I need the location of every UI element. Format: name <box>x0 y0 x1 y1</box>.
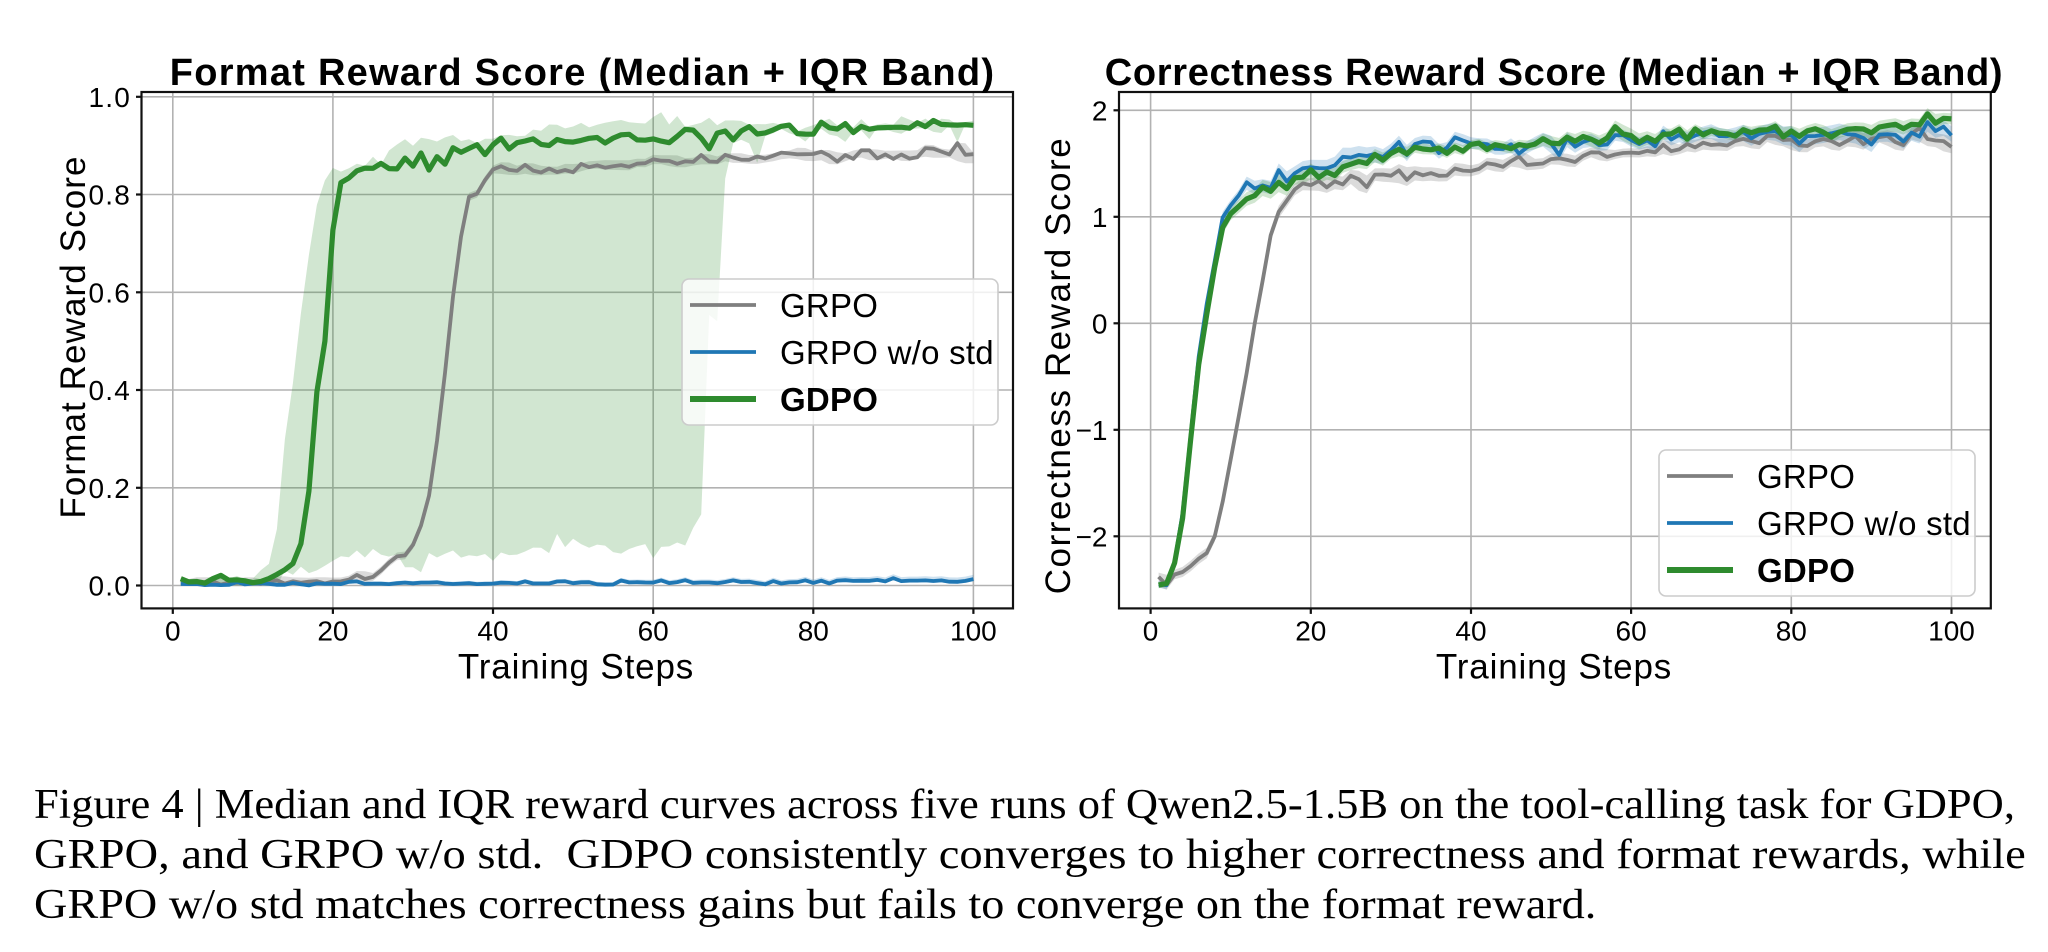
svg-text:100: 100 <box>1928 616 1975 647</box>
svg-text:−2: −2 <box>1076 522 1108 553</box>
svg-text:−1: −1 <box>1076 415 1108 446</box>
svg-text:0.0: 0.0 <box>88 571 131 602</box>
svg-text:40: 40 <box>1455 616 1486 647</box>
svg-text:Training Steps: Training Steps <box>1436 647 1672 686</box>
svg-text:GDPO: GDPO <box>780 381 878 418</box>
svg-text:60: 60 <box>638 616 669 647</box>
svg-text:1: 1 <box>1092 202 1108 233</box>
svg-text:GRPO: GRPO <box>780 287 878 324</box>
svg-text:Correctness Reward Score (Medi: Correctness Reward Score (Median + IQR B… <box>1105 52 2003 94</box>
svg-text:0: 0 <box>1092 309 1108 340</box>
svg-text:2: 2 <box>1092 96 1108 127</box>
svg-text:60: 60 <box>1616 616 1647 647</box>
svg-text:0: 0 <box>165 616 181 647</box>
svg-text:GDPO: GDPO <box>1757 552 1855 589</box>
svg-text:100: 100 <box>950 616 997 647</box>
svg-text:Format Reward Score (Median +: Format Reward Score (Median + IQR Band) <box>170 52 996 94</box>
svg-text:Correctness Reward Score: Correctness Reward Score <box>1039 137 1078 595</box>
svg-text:1.0: 1.0 <box>88 82 131 113</box>
svg-text:0.4: 0.4 <box>88 375 131 406</box>
svg-text:20: 20 <box>1295 616 1326 647</box>
svg-text:GRPO w/o std: GRPO w/o std <box>780 334 994 371</box>
svg-text:GRPO: GRPO <box>1757 458 1855 495</box>
svg-text:0.2: 0.2 <box>88 473 131 504</box>
svg-text:0: 0 <box>1143 616 1159 647</box>
svg-text:Training Steps: Training Steps <box>458 647 694 686</box>
svg-text:Format Reward Score: Format Reward Score <box>54 155 93 518</box>
svg-text:0.8: 0.8 <box>88 180 131 211</box>
svg-text:40: 40 <box>477 616 508 647</box>
svg-text:80: 80 <box>1776 616 1807 647</box>
svg-text:20: 20 <box>317 616 348 647</box>
svg-text:GRPO w/o std: GRPO w/o std <box>1757 505 1971 542</box>
svg-text:0.6: 0.6 <box>88 278 131 309</box>
svg-text:80: 80 <box>798 616 829 647</box>
